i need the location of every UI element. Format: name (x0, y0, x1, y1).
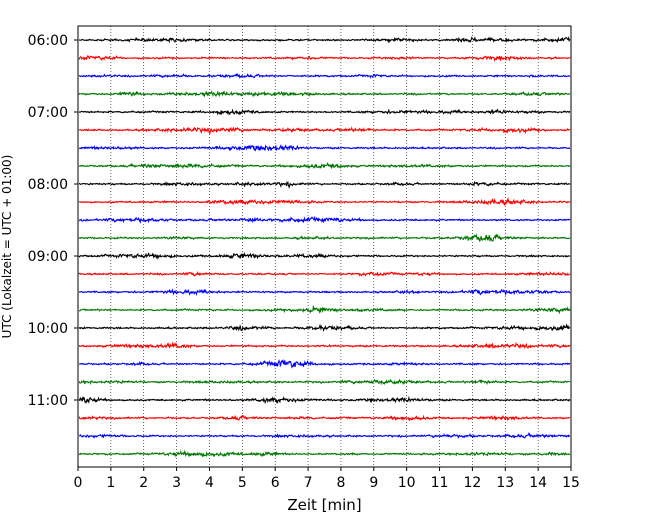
trace-0715 (78, 126, 571, 135)
y-axis-label: UTC (Lokalzeit = UTC + 01:00) (0, 155, 14, 339)
trace-1030 (78, 358, 571, 369)
trace-0915 (78, 270, 571, 277)
y-tick-label-0600: 06:00 (28, 33, 68, 49)
y-tick-label-1000: 10:00 (28, 321, 68, 337)
seismic-traces (78, 35, 571, 458)
x-tick-label-9: 9 (369, 475, 378, 491)
plot-frame (77, 25, 572, 468)
x-tick-label-5: 5 (238, 475, 247, 491)
trace-1115 (78, 414, 571, 422)
trace-0615 (78, 54, 571, 63)
trace-0815 (78, 197, 571, 206)
trace-1000 (78, 323, 571, 332)
y-tick-label-0700: 07:00 (28, 105, 68, 121)
x-tick-label-15: 15 (562, 475, 580, 491)
y-tick-label-0900: 09:00 (28, 249, 68, 265)
trace-0645 (78, 90, 571, 98)
trace-0945 (78, 304, 571, 315)
x-tick-label-4: 4 (205, 475, 214, 491)
trace-1145 (78, 449, 571, 458)
x-tick-label-13: 13 (496, 475, 514, 491)
x-tick-label-14: 14 (529, 475, 547, 491)
x-axis-ticks: 0 1 2 3 4 5 6 7 8 9 10 11 12 13 14 15 (74, 467, 580, 491)
x-tick-label-3: 3 (172, 475, 181, 491)
x-tick-label-8: 8 (336, 475, 345, 491)
x-tick-label-12: 12 (463, 475, 481, 491)
trace-0700 (78, 108, 571, 116)
y-axis-ticks: 06:00 07:00 08:00 09:00 10:00 11:00 (28, 33, 78, 409)
trace-0800 (78, 180, 571, 189)
x-tick-label-7: 7 (304, 475, 313, 491)
x-tick-label-10: 10 (398, 475, 416, 491)
trace-0900 (78, 251, 571, 261)
y-tick-label-1100: 11:00 (28, 393, 68, 409)
trace-0930 (78, 288, 571, 297)
x-tick-label-0: 0 (74, 475, 83, 491)
x-axis-label: Zeit [min] (287, 496, 361, 514)
trace-0830 (78, 215, 571, 224)
trace-1045 (78, 378, 571, 386)
x-tick-label-6: 6 (271, 475, 280, 491)
trace-0845 (78, 233, 571, 243)
x-tick-label-11: 11 (431, 475, 449, 491)
trace-1100 (78, 395, 571, 405)
trace-0630 (78, 73, 571, 79)
trace-0745 (78, 161, 571, 170)
trace-1130 (78, 431, 571, 439)
y-tick-label-0800: 08:00 (28, 177, 68, 193)
trace-0730 (78, 143, 571, 152)
x-tick-label-1: 1 (106, 475, 115, 491)
trace-1015 (78, 341, 571, 350)
trace-0600 (78, 35, 571, 44)
x-tick-label-2: 2 (139, 475, 148, 491)
